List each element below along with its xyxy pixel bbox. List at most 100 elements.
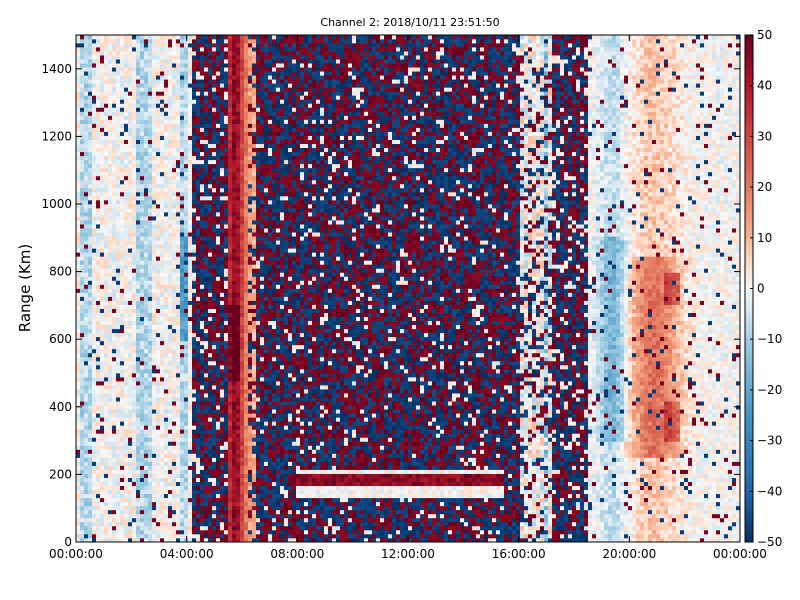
heatmap-cell — [120, 305, 124, 309]
heatmap-cell — [116, 216, 120, 220]
heatmap-cell — [152, 333, 156, 337]
heatmap-cell — [88, 212, 92, 216]
heatmap-cell — [220, 284, 224, 288]
heatmap-cell — [80, 522, 84, 526]
heatmap-cell — [156, 224, 160, 228]
heatmap-cell — [152, 530, 156, 534]
heatmap-cell — [92, 397, 96, 401]
heatmap-cell — [128, 470, 132, 474]
heatmap-cell — [88, 377, 92, 381]
heatmap-cell — [172, 232, 176, 236]
heatmap-cell — [128, 313, 132, 317]
heatmap-cell — [224, 120, 228, 124]
heatmap-cell — [96, 79, 100, 83]
heatmap-cell — [200, 417, 204, 421]
heatmap-cell — [80, 75, 84, 79]
heatmap-cell — [140, 397, 144, 401]
heatmap-cell — [76, 333, 80, 337]
heatmap-cell — [124, 329, 128, 333]
heatmap-cell — [88, 345, 92, 349]
heatmap-cell — [192, 397, 196, 401]
heatmap-cell — [156, 152, 160, 156]
heatmap-cell — [136, 437, 140, 441]
heatmap-cell — [96, 268, 100, 272]
heatmap-cell — [96, 353, 100, 357]
heatmap-cell — [112, 486, 116, 490]
heatmap-cell — [176, 377, 180, 381]
heatmap-cell — [172, 381, 176, 385]
heatmap-cell — [208, 397, 212, 401]
heatmap-cell — [180, 252, 184, 256]
heatmap-cell — [96, 276, 100, 280]
heatmap-cell — [156, 514, 160, 518]
heatmap-cell — [92, 321, 96, 325]
heatmap-cell — [188, 228, 192, 232]
heatmap-cell — [144, 526, 148, 530]
heatmap-cell — [100, 236, 104, 240]
heatmap-cell — [168, 401, 172, 405]
heatmap-cell — [196, 268, 200, 272]
heatmap-cell — [200, 260, 204, 264]
heatmap-cell — [84, 128, 88, 132]
heatmap-cell — [220, 329, 224, 333]
heatmap-cell — [220, 393, 224, 397]
heatmap-cell — [92, 494, 96, 498]
heatmap-cell — [100, 393, 104, 397]
heatmap-cell — [144, 437, 148, 441]
heatmap-cell — [180, 212, 184, 216]
heatmap-cell — [136, 369, 140, 373]
heatmap-cell — [176, 397, 180, 401]
heatmap-cell — [204, 341, 208, 345]
heatmap-cell — [152, 341, 156, 345]
heatmap-cell — [208, 373, 212, 377]
heatmap-cell — [224, 309, 228, 313]
heatmap-cell — [228, 333, 232, 337]
heatmap-cell — [108, 490, 112, 494]
heatmap-cell — [144, 120, 148, 124]
heatmap-cell — [112, 160, 116, 164]
heatmap-cell — [140, 357, 144, 361]
heatmap-cell — [188, 111, 192, 115]
heatmap-cell — [164, 83, 168, 87]
heatmap-cell — [176, 321, 180, 325]
heatmap-cell — [96, 373, 100, 377]
heatmap-cell — [144, 236, 148, 240]
heatmap-cell — [120, 284, 124, 288]
heatmap-cell — [156, 321, 160, 325]
heatmap-cell — [180, 369, 184, 373]
heatmap-cell — [124, 184, 128, 188]
heatmap-cell — [144, 144, 148, 148]
heatmap-cell — [180, 144, 184, 148]
heatmap-cell — [140, 369, 144, 373]
heatmap-cell — [76, 180, 80, 184]
heatmap-cell — [80, 369, 84, 373]
heatmap-cell — [212, 264, 216, 268]
heatmap-cell — [188, 534, 192, 538]
heatmap-cell — [80, 401, 84, 405]
heatmap-cell — [144, 136, 148, 140]
heatmap-cell — [164, 534, 168, 538]
heatmap-cell — [232, 329, 236, 333]
heatmap-cell — [216, 522, 220, 526]
heatmap-cell — [156, 228, 160, 232]
heatmap-cell — [136, 83, 140, 87]
heatmap-cell — [216, 462, 220, 466]
heatmap-cell — [96, 381, 100, 385]
heatmap-cell — [80, 83, 84, 87]
heatmap-cell — [112, 204, 116, 208]
heatmap-cell — [96, 506, 100, 510]
heatmap-cell — [136, 172, 140, 176]
heatmap-cell — [124, 95, 128, 99]
heatmap-cell — [100, 309, 104, 313]
heatmap-cell — [148, 421, 152, 425]
heatmap-cell — [152, 478, 156, 482]
heatmap-cell — [116, 148, 120, 152]
heatmap-cell — [96, 289, 100, 293]
heatmap-cell — [108, 526, 112, 530]
heatmap-cell — [184, 369, 188, 373]
heatmap-cell — [156, 474, 160, 478]
heatmap-cell — [132, 63, 136, 67]
heatmap-cell — [144, 325, 148, 329]
heatmap-cell — [120, 437, 124, 441]
heatmap-cell — [164, 510, 168, 514]
